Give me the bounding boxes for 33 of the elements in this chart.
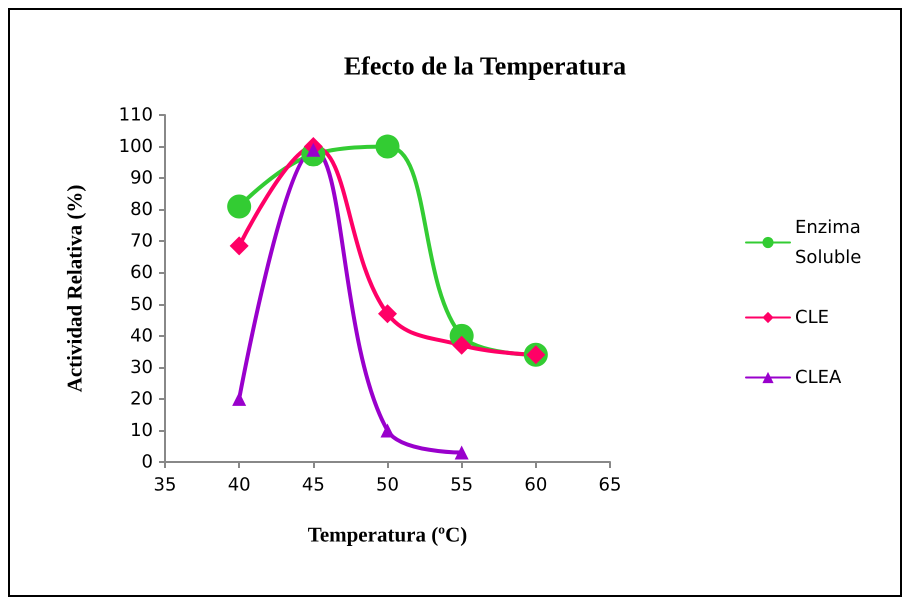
point xyxy=(454,446,469,460)
legend-label: Enzima Soluble xyxy=(795,217,867,268)
point xyxy=(227,194,252,218)
y-tick-label: 80 xyxy=(130,199,153,220)
point xyxy=(230,236,249,256)
point xyxy=(232,392,246,406)
y-tick-label: 10 xyxy=(130,420,153,441)
point xyxy=(380,423,394,438)
x-tick-label: 65 xyxy=(598,474,622,496)
y-tick-label: 50 xyxy=(130,294,153,315)
y-tick-label: 70 xyxy=(130,230,153,252)
y-tick-label: 0 xyxy=(142,452,153,472)
x-tick-label: 60 xyxy=(524,474,548,496)
x-tick-label: 45 xyxy=(302,474,325,496)
point xyxy=(378,304,397,324)
point xyxy=(452,336,472,355)
y-tick-label: 90 xyxy=(130,168,153,189)
x-axis-title: Temperatura (ºC) xyxy=(308,522,468,546)
y-tick-label: 60 xyxy=(130,262,153,284)
x-tick-label: 35 xyxy=(154,474,176,496)
x-tick-label: 50 xyxy=(376,474,399,496)
y-tick-label: 100 xyxy=(118,136,153,158)
legend-label: CLEA xyxy=(795,367,842,388)
legend-label: CLE xyxy=(795,307,829,328)
x-tick-label: 55 xyxy=(450,474,474,496)
point xyxy=(376,134,400,159)
y-axis-title: Actividad Relativa (%) xyxy=(62,184,86,392)
y-tick-label: 40 xyxy=(130,325,153,346)
y-tick-label: 110 xyxy=(118,104,153,126)
x-tick-label: 40 xyxy=(228,474,251,496)
y-tick-label: 30 xyxy=(130,356,153,378)
y-tick-label: 20 xyxy=(130,388,153,410)
chart-title: Efecto de la Temperatura xyxy=(344,52,626,80)
